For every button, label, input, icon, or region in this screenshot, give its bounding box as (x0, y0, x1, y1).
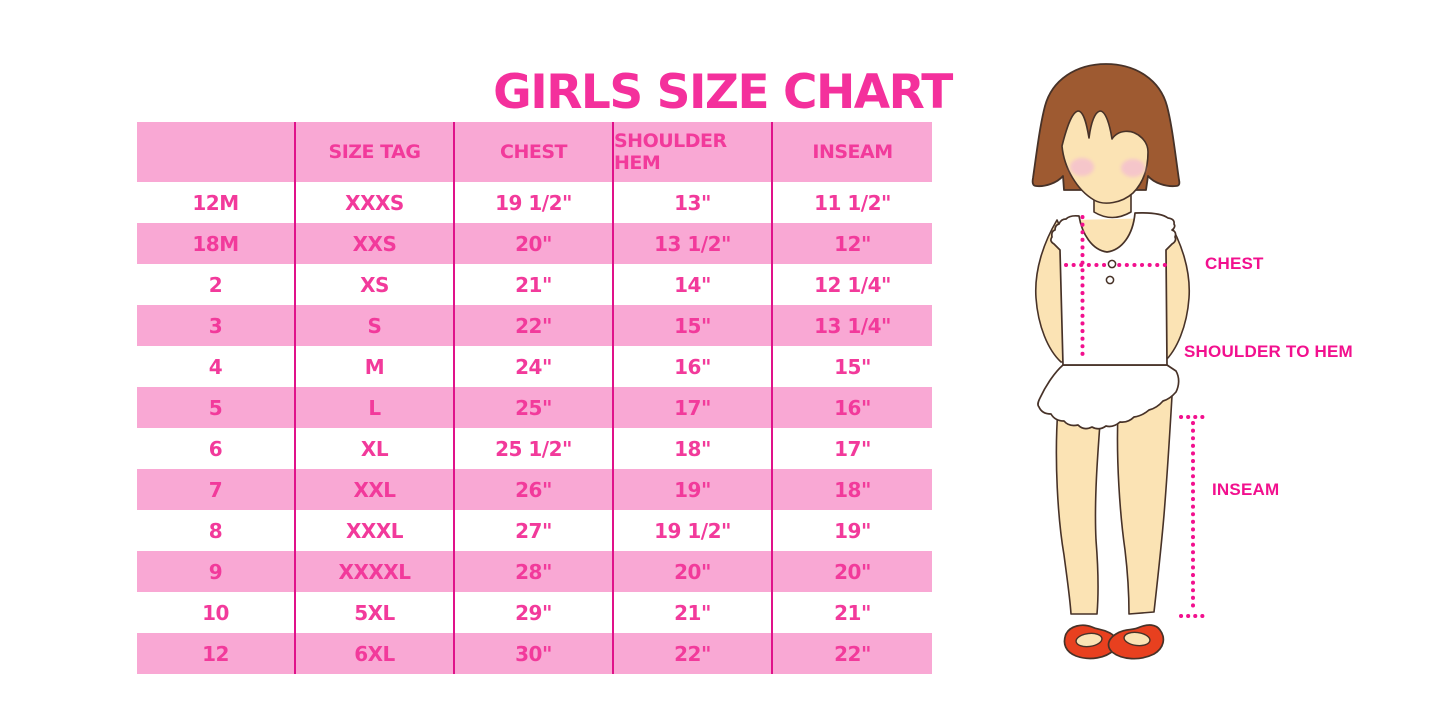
table-row: 8 XXXL 27" 19 1/2" 19" (137, 510, 932, 551)
table-cell: 25 1/2" (455, 428, 614, 469)
column-header: INSEAM (773, 122, 932, 182)
table-row: 9 XXXXL 28" 20" 20" (137, 551, 932, 592)
table-cell: XL (296, 428, 455, 469)
table-cell: 8 (137, 510, 296, 551)
table-cell: 7 (137, 469, 296, 510)
table-cell: 19 1/2" (455, 182, 614, 223)
shoulder-to-hem-label: SHOULDER TO HEM (1184, 342, 1353, 361)
table-cell: 18M (137, 223, 296, 264)
table-row: 12M XXXS 19 1/2" 13" 11 1/2" (137, 182, 932, 223)
table-cell: 20" (773, 551, 932, 592)
table-row: 7 XXL 26" 19" 18" (137, 469, 932, 510)
table-cell: 12 1/4" (773, 264, 932, 305)
table-cell: 27" (455, 510, 614, 551)
table-cell: 12 (137, 633, 296, 674)
table-cell: 19" (614, 469, 773, 510)
table-cell: 18" (614, 428, 773, 469)
table-cell: 21" (773, 592, 932, 633)
table-row: 10 5XL 29" 21" 21" (137, 592, 932, 633)
girl-top (1050, 212, 1177, 366)
inseam-label: INSEAM (1212, 480, 1280, 499)
table-cell: 20" (455, 223, 614, 264)
table-header-row: SIZE TAG CHEST SHOULDER HEM INSEAM (137, 122, 932, 182)
girl-legs (1055, 391, 1173, 615)
column-header: SHOULDER HEM (614, 122, 773, 182)
table-row: 5 L 25" 17" 16" (137, 387, 932, 428)
table-cell: 16" (614, 346, 773, 387)
table-cell: 18" (773, 469, 932, 510)
table-cell: 11 1/2" (773, 182, 932, 223)
table-cell: 2 (137, 264, 296, 305)
measurement-guides (1064, 215, 1206, 618)
table-cell: 30" (455, 633, 614, 674)
table-cell: 22" (614, 633, 773, 674)
table-cell: 28" (455, 551, 614, 592)
table-row: 4 M 24" 16" 15" (137, 346, 932, 387)
table-cell: 29" (455, 592, 614, 633)
table-cell: XXXS (296, 182, 455, 223)
table-cell: 3 (137, 305, 296, 346)
table-cell: XXL (296, 469, 455, 510)
table-cell: 21" (455, 264, 614, 305)
table-cell: 5XL (296, 592, 455, 633)
chest-label: CHEST (1205, 254, 1264, 273)
girl-skirt (1037, 364, 1180, 430)
column-header: CHEST (455, 122, 614, 182)
table-cell: 9 (137, 551, 296, 592)
table-row: 18M XXS 20" 13 1/2" 12" (137, 223, 932, 264)
table-cell: 22" (455, 305, 614, 346)
table-cell: 26" (455, 469, 614, 510)
table-cell: 15" (773, 346, 932, 387)
table-row: 12 6XL 30" 22" 22" (137, 633, 932, 674)
table-cell: 6XL (296, 633, 455, 674)
table-cell: 19 1/2" (614, 510, 773, 551)
girl-shoes (1063, 624, 1165, 660)
table-cell: 24" (455, 346, 614, 387)
blush-right (1121, 159, 1145, 177)
table-row: 2 XS 21" 14" 12 1/4" (137, 264, 932, 305)
size-chart-table: SIZE TAG CHEST SHOULDER HEM INSEAM 12M XXXS 19… (137, 122, 932, 674)
table-cell: 5 (137, 387, 296, 428)
table-cell: 22" (773, 633, 932, 674)
table-cell: 12M (137, 182, 296, 223)
table-cell: XXS (296, 223, 455, 264)
table-row: 3 S 22" 15" 13 1/4" (137, 305, 932, 346)
girl-face (1061, 110, 1149, 204)
table-cell: 19" (773, 510, 932, 551)
table-cell: 15" (614, 305, 773, 346)
table-cell: 10 (137, 592, 296, 633)
table-cell: 13 1/4" (773, 305, 932, 346)
table-cell: 13" (614, 182, 773, 223)
table-cell: 16" (773, 387, 932, 428)
table-cell: 13 1/2" (614, 223, 773, 264)
girl-illustration (1031, 63, 1206, 660)
table-cell: M (296, 346, 455, 387)
table-cell: 6 (137, 428, 296, 469)
table-cell: 4 (137, 346, 296, 387)
table-cell: 14" (614, 264, 773, 305)
table-cell: XS (296, 264, 455, 305)
table-row: 6 XL 25 1/2" 18" 17" (137, 428, 932, 469)
table-cell: XXXXL (296, 551, 455, 592)
table-cell: 21" (614, 592, 773, 633)
table-cell: 20" (614, 551, 773, 592)
table-cell: 12" (773, 223, 932, 264)
column-header: SIZE TAG (296, 122, 455, 182)
blush-left (1070, 158, 1094, 176)
table-cell: L (296, 387, 455, 428)
table-cell: S (296, 305, 455, 346)
table-cell: XXXL (296, 510, 455, 551)
column-header (137, 122, 296, 182)
table-cell: 17" (614, 387, 773, 428)
table-cell: 25" (455, 387, 614, 428)
top-buttons (1105, 259, 1117, 285)
table-cell: 17" (773, 428, 932, 469)
page-title: GIRLS SIZE CHART (493, 65, 953, 121)
